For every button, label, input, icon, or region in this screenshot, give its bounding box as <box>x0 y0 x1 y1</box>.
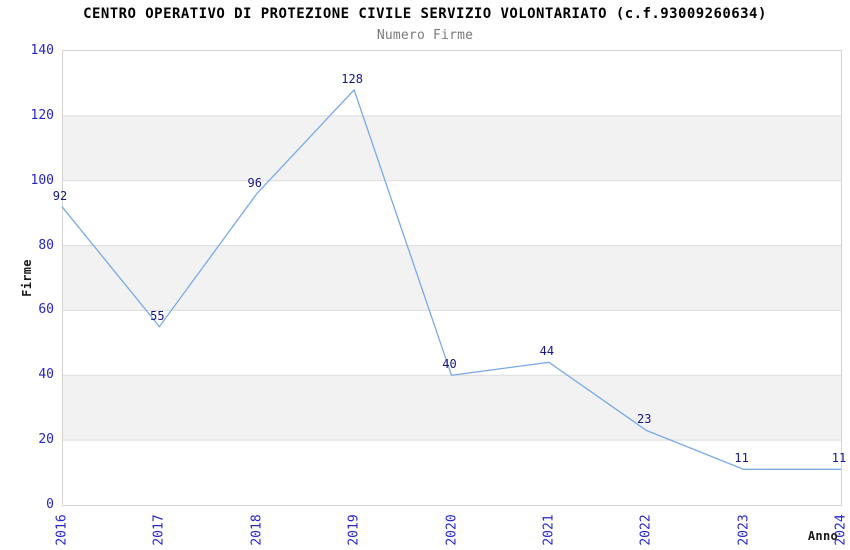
x-tick-label: 2022 <box>638 514 654 546</box>
plot-area <box>62 50 842 506</box>
data-label: 40 <box>442 357 457 372</box>
data-label: 11 <box>734 451 749 466</box>
y-tick-label: 0 <box>46 497 54 512</box>
data-label: 55 <box>150 308 165 323</box>
x-tick-label: 2016 <box>54 514 70 546</box>
y-tick-label: 100 <box>30 172 54 188</box>
y-axis-title: Firme <box>20 259 34 297</box>
x-axis-title: Anno <box>807 529 838 543</box>
x-tick-label: 2019 <box>346 514 362 546</box>
data-label: 23 <box>637 412 652 427</box>
x-tick-label: 2018 <box>249 514 265 546</box>
y-tick-label: 20 <box>38 432 54 448</box>
data-label: 96 <box>247 175 262 190</box>
y-tick-label: 120 <box>30 107 54 123</box>
x-tick-label: 2023 <box>736 514 752 546</box>
data-label: 128 <box>341 71 363 86</box>
x-tick-label: 2021 <box>541 514 557 546</box>
chart-title: CENTRO OPERATIVO DI PROTEZIONE CIVILE SE… <box>83 6 767 22</box>
data-label: 92 <box>52 188 68 203</box>
y-tick-label: 60 <box>38 302 54 318</box>
x-tick-label: 2020 <box>444 514 459 546</box>
chart-subtitle: Numero Firme <box>376 28 474 43</box>
y-tick-label: 40 <box>38 367 54 383</box>
y-tick-label: 140 <box>30 43 54 58</box>
data-label: 44 <box>539 344 555 359</box>
data-label: 11 <box>831 451 847 466</box>
x-tick-label: 2017 <box>151 514 167 546</box>
y-tick-label: 80 <box>38 237 54 253</box>
